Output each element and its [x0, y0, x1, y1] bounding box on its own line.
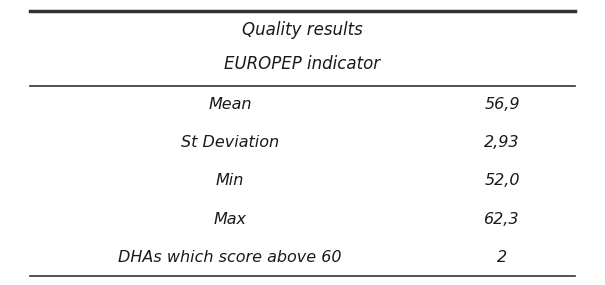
Text: Quality results: Quality results	[242, 21, 363, 39]
Text: 62,3: 62,3	[485, 212, 520, 227]
Text: 52,0: 52,0	[485, 174, 520, 188]
Text: Min: Min	[216, 174, 244, 188]
Text: DHAs which score above 60: DHAs which score above 60	[118, 250, 342, 265]
Text: 56,9: 56,9	[485, 97, 520, 112]
Text: St Deviation: St Deviation	[181, 135, 279, 150]
Text: Mean: Mean	[208, 97, 252, 112]
Text: 2: 2	[497, 250, 507, 265]
Text: Max: Max	[214, 212, 246, 227]
Text: 2,93: 2,93	[485, 135, 520, 150]
Text: EUROPEP indicator: EUROPEP indicator	[224, 55, 381, 73]
